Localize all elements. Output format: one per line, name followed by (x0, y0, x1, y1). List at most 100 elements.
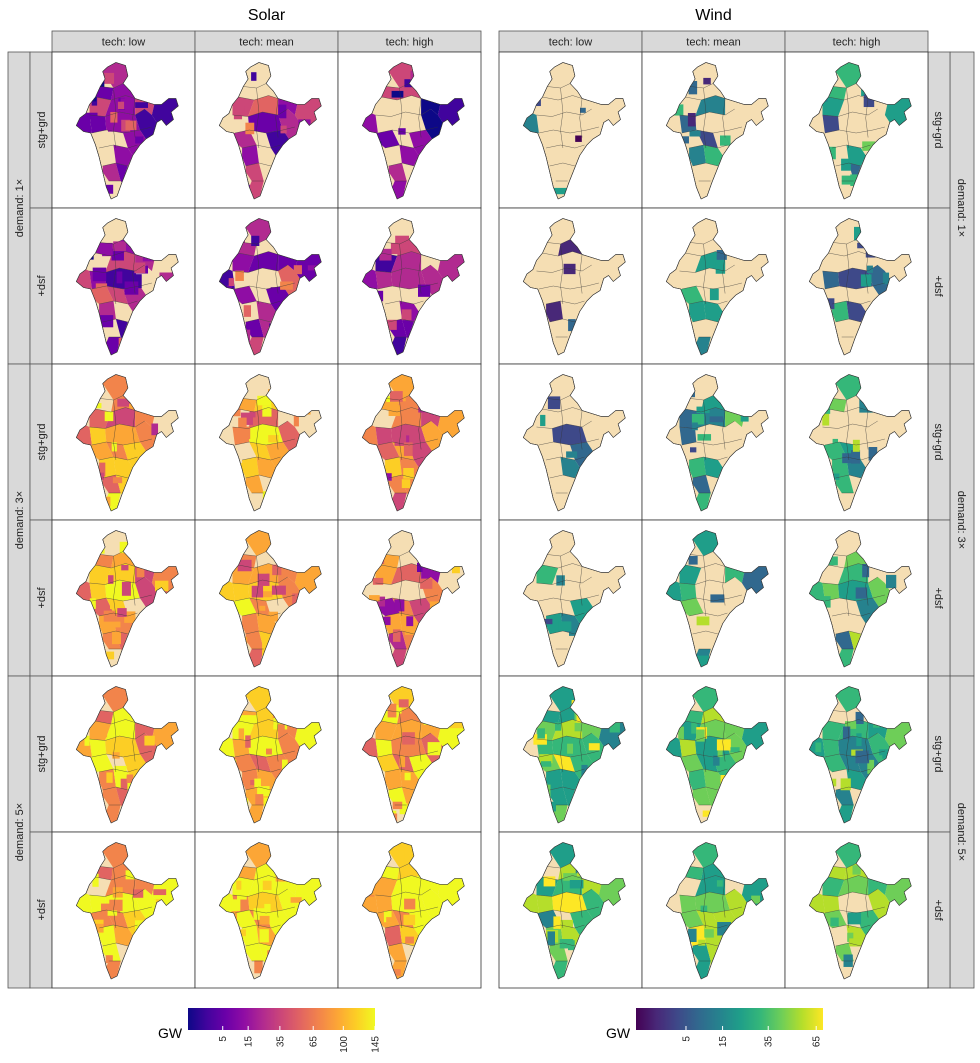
state-border (132, 410, 136, 450)
column-strip-label: tech: low (102, 37, 145, 49)
region-fill (106, 337, 121, 355)
grid-cell (404, 772, 411, 781)
state-border (232, 108, 288, 117)
state-border (538, 594, 599, 602)
region-fill (362, 113, 378, 133)
region-fill (90, 286, 114, 304)
region-fill (95, 554, 114, 568)
region-fill (696, 130, 718, 148)
region-fill (258, 319, 271, 339)
state-border (692, 630, 718, 635)
region-fill (701, 863, 726, 880)
state-border (835, 786, 861, 791)
state-border (375, 576, 431, 585)
region-fill (95, 710, 114, 724)
region-fill (233, 598, 257, 616)
grid-cell (709, 416, 724, 423)
grid-cell (403, 442, 413, 456)
grid-cell (254, 778, 261, 788)
state-border (824, 438, 885, 446)
grid-cell (696, 729, 705, 742)
state-border (546, 456, 585, 461)
grid-cell (857, 242, 866, 249)
state-border (542, 719, 583, 725)
map-panel (784, 207, 929, 365)
grid-cell (271, 585, 286, 595)
region-fill (381, 866, 400, 880)
state-border (234, 750, 295, 758)
map-panel (498, 675, 643, 833)
region-fill (838, 875, 869, 897)
grid-cell (715, 723, 729, 734)
state-border (824, 126, 885, 134)
region-fill (249, 649, 264, 667)
region-fill (679, 895, 697, 913)
map-panel (641, 51, 786, 209)
region-fill (245, 475, 264, 493)
grid-cell (111, 621, 121, 628)
state-border (256, 399, 260, 461)
region-fill (89, 565, 112, 585)
state-border (377, 126, 438, 134)
colorbar-tick-label: 15 (244, 1036, 255, 1048)
state-border (692, 162, 718, 167)
grid-cell (541, 618, 553, 625)
grid-cell (232, 105, 245, 113)
region-fill (232, 253, 255, 273)
region-fill (388, 374, 414, 400)
region-fill (111, 83, 136, 100)
region-fill (266, 130, 289, 156)
grid-cell (102, 72, 115, 84)
region-fill (135, 577, 157, 607)
state-border (546, 924, 585, 929)
grid-cell (111, 869, 123, 878)
region-fill (256, 457, 276, 478)
grid-cell (253, 908, 266, 920)
state-border (579, 722, 583, 762)
state-border (822, 420, 878, 429)
region-fill (582, 722, 602, 739)
grid-cell (103, 610, 116, 622)
state-border (536, 732, 592, 741)
region-fill (562, 787, 575, 807)
grid-cell (852, 439, 860, 452)
region-fill (582, 878, 602, 895)
row-group-label: demand: 1× (955, 179, 967, 237)
state-border (102, 630, 128, 635)
region-fill (421, 722, 441, 739)
row-strip-label: +dsf (36, 587, 48, 609)
state-border (375, 420, 431, 429)
state-border (399, 711, 403, 773)
map-panel (784, 363, 929, 521)
state-border (722, 98, 726, 138)
region-fill (238, 398, 257, 412)
region-fill (598, 878, 626, 906)
grid-cell (842, 726, 851, 740)
grid-cell (688, 928, 697, 942)
state-border (238, 95, 279, 101)
grid-cell (112, 752, 120, 759)
state-border (234, 594, 295, 602)
region-fill (102, 62, 128, 88)
state-border (102, 162, 128, 167)
state-border (846, 87, 850, 149)
region-fill (679, 565, 702, 585)
state-border (385, 612, 424, 617)
region-fill (846, 301, 866, 322)
grid-cell (257, 573, 270, 586)
region-fill (249, 181, 264, 199)
grid-cell (559, 919, 573, 930)
grid-cell (547, 396, 561, 410)
state-border (538, 750, 599, 758)
colorbar-tick-label: 100 (339, 1036, 350, 1053)
grid-cell (540, 761, 552, 767)
region-fill (822, 115, 840, 133)
state-border (375, 732, 431, 741)
state-border (703, 867, 707, 929)
state-border (242, 300, 281, 305)
map-panel (337, 363, 482, 521)
state-border (549, 630, 575, 635)
grid-cell (134, 274, 142, 289)
grid-cell (386, 917, 393, 923)
grid-cell (147, 899, 156, 908)
